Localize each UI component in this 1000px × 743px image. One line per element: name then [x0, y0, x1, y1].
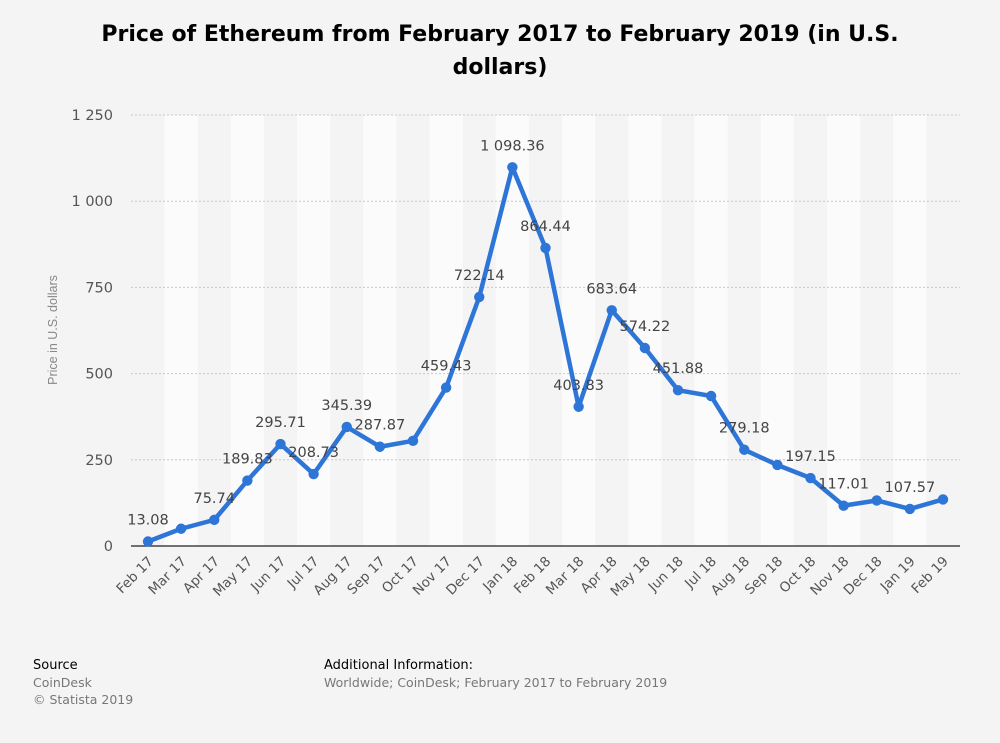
data-label: 107.57 [885, 480, 936, 496]
column-band [760, 115, 794, 546]
column-band [694, 115, 728, 546]
data-point [540, 242, 551, 254]
column-band [230, 115, 264, 546]
y-tick-label: 750 [85, 280, 113, 296]
copyright: © Statista 2019 [33, 692, 134, 707]
column-band [628, 115, 662, 546]
data-point [374, 441, 386, 452]
column-band [562, 115, 596, 546]
column-band [297, 115, 331, 546]
data-point [507, 162, 518, 173]
column-band [429, 115, 463, 546]
data-label: 722.14 [454, 268, 505, 284]
data-point [308, 468, 319, 480]
data-point [407, 435, 419, 447]
data-label: 1 098.36 [480, 138, 545, 154]
additional-info-heading: Additional Information: [324, 658, 474, 673]
data-label: 189.83 [222, 452, 273, 468]
source-heading: Source [33, 658, 78, 673]
data-point [175, 523, 187, 534]
x-tick-label: Jun 18 [645, 554, 687, 596]
data-point [341, 421, 352, 433]
data-point [805, 472, 816, 484]
additional-info-block: Additional Information: Worldwide; CoinD… [324, 657, 667, 691]
column-band [495, 115, 529, 546]
data-point [904, 503, 916, 515]
data-point [242, 475, 253, 486]
data-point [440, 382, 452, 393]
data-labels: 13.08 75.74 189.83 295.71 208.73 345.39 287.87… [127, 138, 935, 528]
y-tick-label: 250 [85, 453, 113, 469]
data-label: 459.43 [421, 359, 472, 375]
data-point [573, 401, 584, 412]
data-label: 864.44 [520, 219, 571, 235]
additional-info-text: Worldwide; CoinDesk; February 2017 to Fe… [324, 675, 668, 690]
data-point [639, 342, 651, 354]
column-band [827, 115, 861, 546]
source-name: CoinDesk [33, 675, 92, 690]
data-label: 287.87 [355, 418, 406, 434]
x-tick-label: Feb 19 [908, 554, 951, 597]
chart-title: Price of Ethereum from February 2017 to … [101, 22, 899, 80]
data-point [275, 438, 286, 450]
data-label: 197.15 [785, 449, 836, 465]
data-label: 683.64 [586, 281, 637, 297]
data-label: 208.73 [288, 445, 339, 461]
y-axis-ticks: 0 250 500 750 1 000 1 250 [71, 108, 113, 555]
y-axis-title: Price in U.S. dollars [46, 275, 60, 385]
y-tick-label: 500 [85, 367, 113, 383]
data-label: 13.08 [127, 512, 169, 528]
column-band [164, 115, 198, 546]
data-label: 345.39 [321, 398, 372, 414]
data-point [739, 444, 750, 455]
data-label: 279.18 [719, 421, 770, 437]
data-point [142, 536, 154, 547]
data-point [672, 384, 684, 396]
data-point [937, 494, 949, 505]
x-tick-label: Jun 17 [247, 554, 289, 596]
data-point [606, 305, 617, 316]
data-point [474, 291, 485, 303]
data-point [871, 495, 882, 506]
column-band [893, 115, 927, 546]
data-label: 117.01 [818, 477, 869, 493]
y-tick-label: 1 250 [71, 108, 113, 124]
data-points [142, 162, 949, 547]
data-point [838, 500, 849, 511]
y-tick-label: 0 [104, 539, 113, 555]
data-label: 574.22 [620, 319, 671, 335]
column-band [363, 115, 397, 546]
data-point [705, 390, 717, 402]
y-tick-label: 1 000 [71, 194, 113, 210]
data-point [772, 459, 783, 471]
data-label: 451.88 [653, 361, 704, 377]
data-label: 75.74 [193, 491, 235, 507]
data-label: 295.71 [255, 415, 306, 431]
source-block: Source CoinDesk © Statista 2019 [33, 657, 133, 708]
data-label: 403.83 [553, 378, 604, 394]
data-point [209, 514, 220, 526]
